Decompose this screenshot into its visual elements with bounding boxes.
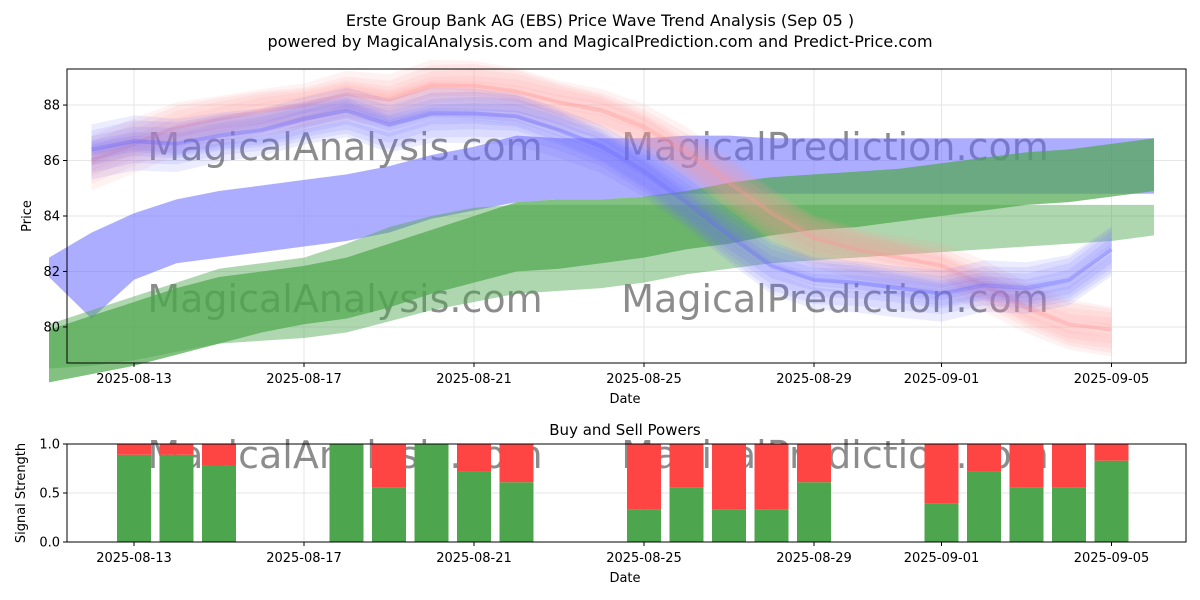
sell-bar bbox=[499, 444, 534, 483]
buy-bar bbox=[967, 471, 1001, 542]
x-tick-label: 2025-08-29 bbox=[776, 551, 852, 566]
y-tick-label: 0.0 bbox=[39, 536, 60, 551]
price-axes: 80 82 84 86 88 2025-08-13 2025-08-17 2025-08-21… bbox=[43, 99, 1149, 387]
wave-band bbox=[91, 119, 1112, 322]
y-tick-label: 82 bbox=[43, 265, 60, 280]
x-tick-label: 2025-09-05 bbox=[1074, 551, 1150, 566]
chart-title: Erste Group Bank AG (EBS) Price Wave Tre… bbox=[346, 11, 854, 30]
sell-bar bbox=[669, 444, 704, 488]
sell-bar bbox=[712, 444, 746, 510]
buy-bar bbox=[414, 444, 449, 542]
x-tick-label: 2025-08-13 bbox=[96, 372, 172, 387]
wave-line bbox=[91, 108, 1113, 296]
y-tick-label: 84 bbox=[43, 210, 60, 225]
sell-bar bbox=[754, 444, 789, 510]
wave-band bbox=[91, 87, 1112, 289]
x-tick-label: 2025-08-25 bbox=[606, 551, 682, 566]
wave-band bbox=[91, 91, 1112, 295]
x-tick-label: 2025-08-29 bbox=[776, 372, 852, 387]
wave-band bbox=[91, 113, 1112, 315]
y-tick-label: 86 bbox=[43, 154, 60, 169]
buy-bar bbox=[1094, 460, 1129, 542]
x-tick-label: 2025-08-17 bbox=[266, 551, 342, 566]
sell-bar bbox=[967, 444, 1001, 472]
buy-bar bbox=[457, 471, 491, 542]
buy-bar bbox=[159, 454, 194, 542]
x-tick-label: 2025-09-01 bbox=[904, 372, 980, 387]
buy-bar bbox=[329, 444, 364, 542]
x-tick-label: 2025-09-01 bbox=[904, 551, 980, 566]
signal-watermarks: MagicalAnalysis.com MagicalPrediction.co… bbox=[147, 433, 1048, 477]
buy-bar bbox=[1009, 487, 1044, 542]
sell-bar bbox=[1094, 444, 1129, 461]
sell-bar bbox=[117, 444, 151, 455]
sell-bar bbox=[627, 444, 661, 510]
price-x-label: Date bbox=[609, 392, 640, 407]
buy-bar bbox=[754, 509, 789, 542]
buy-bar bbox=[669, 487, 704, 542]
sell-bar bbox=[1009, 444, 1044, 488]
buy-bar bbox=[627, 509, 661, 542]
sell-bar bbox=[372, 444, 406, 488]
y-tick-label: 88 bbox=[43, 99, 60, 114]
watermark-text: MagicalPrediction.com bbox=[621, 277, 1049, 321]
x-tick-label: 2025-08-25 bbox=[606, 372, 682, 387]
buy-bar bbox=[117, 454, 151, 542]
price-plot-frame bbox=[66, 68, 1187, 364]
wave-band bbox=[91, 97, 1112, 300]
buy-bar bbox=[499, 482, 534, 542]
x-tick-label: 2025-08-17 bbox=[266, 372, 342, 387]
buy-bar bbox=[372, 487, 406, 542]
signal-y-label: Signal Strength bbox=[14, 443, 29, 543]
trend-band bbox=[49, 204, 1154, 369]
signal-plot-frame bbox=[66, 443, 1187, 543]
sell-bar bbox=[457, 444, 491, 472]
price-series bbox=[49, 59, 1154, 383]
buy-bar bbox=[797, 482, 831, 542]
price-y-label: Price bbox=[20, 200, 35, 232]
wave-band bbox=[91, 101, 1112, 306]
signal-x-label: Date bbox=[609, 571, 640, 586]
signal-bars bbox=[117, 444, 1129, 542]
y-tick-label: 1.0 bbox=[39, 438, 60, 453]
bottom-chart-title: Buy and Sell Powers bbox=[549, 421, 701, 439]
sell-bar bbox=[924, 444, 959, 504]
sell-bar bbox=[797, 444, 831, 483]
buy-bar bbox=[202, 465, 236, 542]
sell-bar bbox=[1052, 444, 1086, 488]
sell-bar bbox=[202, 444, 236, 466]
x-tick-label: 2025-08-13 bbox=[96, 551, 172, 566]
signal-axes: 0.0 0.5 1.0 2025-08-13 2025-08-17 2025-08-21 2… bbox=[39, 438, 1149, 567]
y-tick-label: 80 bbox=[43, 320, 60, 335]
x-tick-label: 2025-08-21 bbox=[436, 551, 512, 566]
wave-band bbox=[91, 99, 1112, 304]
x-tick-label: 2025-08-21 bbox=[436, 372, 512, 387]
x-tick-label: 2025-09-05 bbox=[1074, 372, 1150, 387]
wave-line bbox=[90, 83, 1112, 332]
chart-subtitle: powered by MagicalAnalysis.com and Magic… bbox=[267, 32, 932, 51]
sell-bar bbox=[159, 444, 194, 455]
wave-band bbox=[91, 105, 1112, 309]
y-tick-label: 0.5 bbox=[39, 487, 60, 502]
buy-bar bbox=[924, 503, 959, 542]
buy-bar bbox=[712, 509, 746, 542]
trend-band bbox=[49, 138, 1154, 383]
buy-bar bbox=[1052, 487, 1086, 542]
